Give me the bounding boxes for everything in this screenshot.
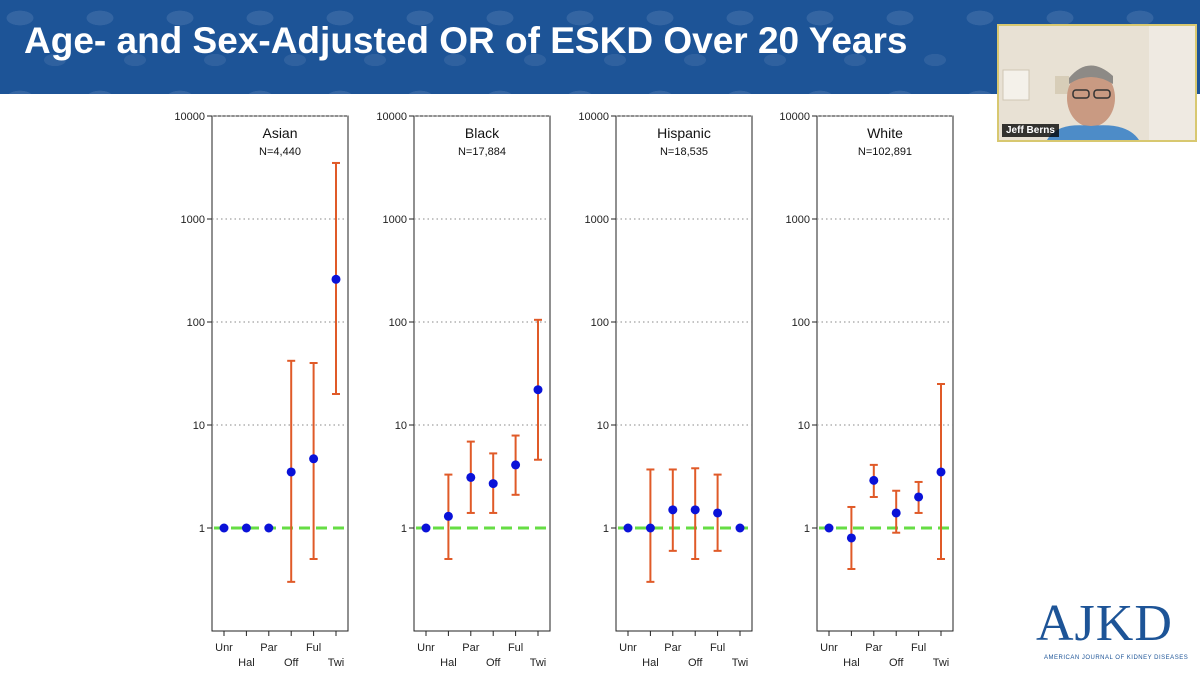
x-tick-label: Unr: [215, 642, 233, 654]
y-tick-label: 10: [193, 420, 205, 432]
x-tick-label: Off: [688, 657, 703, 669]
x-tick-label: Hal: [238, 657, 255, 669]
panel-title-asian: Asian: [262, 125, 297, 141]
odds-ratio-point: [219, 523, 229, 533]
y-tick-label: 100: [389, 317, 407, 329]
y-tick-label: 100: [187, 317, 205, 329]
x-tick-label: Unr: [619, 642, 637, 654]
odds-ratio-point: [488, 479, 498, 489]
x-tick-label: Twi: [933, 657, 950, 669]
y-tick-label: 10000: [578, 111, 609, 123]
y-tick-label: 10000: [779, 111, 810, 123]
ajkd-logo: AJKD AMERICAN JOURNAL OF KIDNEY DISEASES: [1036, 598, 1196, 668]
y-tick-label: 1000: [181, 214, 205, 226]
x-tick-label: Hal: [642, 657, 659, 669]
y-tick-label: 1000: [383, 214, 407, 226]
x-tick-label: Par: [462, 642, 479, 654]
participant-name-label: Jeff Berns: [1002, 124, 1059, 137]
panel-frame-hispanic: [615, 115, 753, 632]
y-tick-label: 10000: [376, 111, 407, 123]
y-tick-label: 10: [597, 420, 609, 432]
odds-ratio-point: [331, 274, 341, 284]
panel-title-white: White: [867, 125, 903, 141]
y-tick-label: 1: [199, 523, 205, 535]
forest-plot-panels: 10000 1000 100 10 1 Asian N=4,440 Unr Hal Par Off F…: [174, 111, 954, 669]
odds-ratio-point: [511, 460, 521, 470]
x-tick-label: Unr: [417, 642, 435, 654]
x-tick-label: Ful: [710, 642, 725, 654]
odds-ratio-point: [869, 475, 879, 485]
participant-video[interactable]: Jeff Berns: [997, 24, 1197, 142]
panel-frame-white: [816, 115, 954, 632]
odds-ratio-point: [286, 467, 296, 477]
panel-sample-size-white: N=102,891: [858, 146, 912, 158]
x-tick-label: Par: [260, 642, 277, 654]
odds-ratio-point: [846, 533, 856, 543]
logo-subtitle: AMERICAN JOURNAL OF KIDNEY DISEASES: [1044, 655, 1189, 661]
x-tick-label: Twi: [328, 657, 345, 669]
panel-title-hispanic: Hispanic: [657, 125, 711, 141]
odds-ratio-point: [713, 508, 723, 518]
odds-ratio-point: [309, 454, 319, 464]
odds-ratio-point: [443, 511, 453, 521]
odds-ratio-point: [668, 505, 678, 515]
panel-title-black: Black: [465, 125, 500, 141]
slide-title: Age- and Sex-Adjusted OR of ESKD Over 20…: [24, 20, 908, 61]
y-tick-label: 100: [591, 317, 609, 329]
y-tick-label: 1: [804, 523, 810, 535]
y-tick-label: 1000: [585, 214, 609, 226]
odds-ratio-point: [421, 523, 431, 533]
x-tick-label: Par: [865, 642, 882, 654]
odds-ratio-point: [264, 523, 274, 533]
x-tick-label: Ful: [911, 642, 926, 654]
odds-ratio-point: [891, 508, 901, 518]
y-tick-label: 100: [792, 317, 810, 329]
odds-ratio-point: [936, 467, 946, 477]
odds-ratio-point: [735, 523, 745, 533]
x-tick-label: Off: [889, 657, 904, 669]
y-tick-label: 1: [401, 523, 407, 535]
odds-ratio-point: [914, 492, 924, 502]
x-tick-label: Twi: [732, 657, 749, 669]
x-tick-label: Hal: [843, 657, 860, 669]
x-tick-label: Unr: [820, 642, 838, 654]
y-tick-label: 1000: [786, 214, 810, 226]
odds-ratio-point: [645, 523, 655, 533]
x-tick-label: Ful: [306, 642, 321, 654]
y-tick-label: 10: [395, 420, 407, 432]
odds-ratio-point: [241, 523, 251, 533]
panel-frame-asian: [211, 115, 349, 632]
odds-ratio-point: [466, 472, 476, 482]
panel-sample-size-asian: N=4,440: [259, 146, 301, 158]
x-tick-label: Off: [486, 657, 501, 669]
x-tick-label: Par: [664, 642, 681, 654]
x-tick-label: Twi: [530, 657, 547, 669]
panel-sample-size-hispanic: N=18,535: [660, 146, 708, 158]
panel-frame-black: [413, 115, 551, 632]
x-tick-label: Off: [284, 657, 299, 669]
x-tick-label: Hal: [440, 657, 457, 669]
odds-ratio-point: [533, 385, 543, 395]
y-tick-label: 10: [798, 420, 810, 432]
x-tick-label: Ful: [508, 642, 523, 654]
participant-video-frame: [999, 26, 1195, 140]
y-tick-label: 1: [603, 523, 609, 535]
logo-text: AJKD: [1036, 595, 1173, 652]
odds-ratio-point: [824, 523, 834, 533]
odds-ratio-point: [690, 505, 700, 515]
panel-sample-size-black: N=17,884: [458, 146, 506, 158]
y-tick-label: 10000: [174, 111, 205, 123]
odds-ratio-point: [623, 523, 633, 533]
